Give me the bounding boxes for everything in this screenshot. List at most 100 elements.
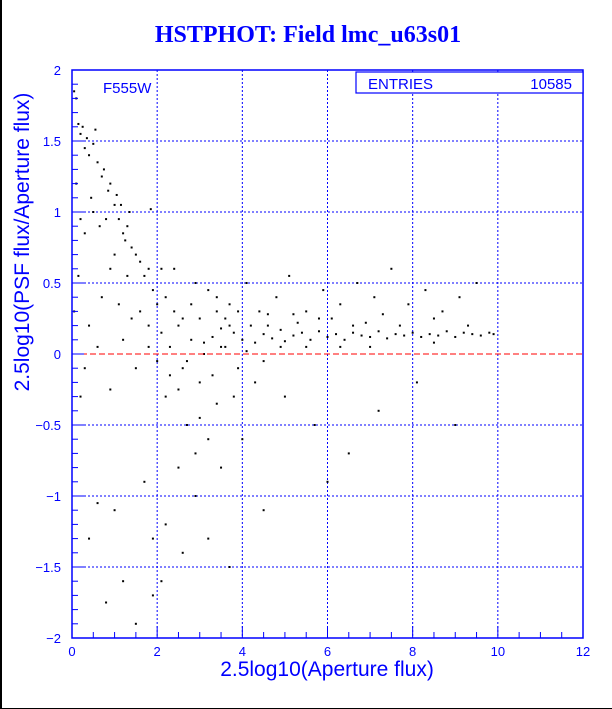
data-point [305,310,308,313]
data-point [109,388,112,391]
data-point [143,274,146,277]
data-point [96,345,99,348]
data-point [90,196,93,199]
data-point [271,337,274,340]
y-tick-label: −0.5 [35,418,61,433]
data-point [377,409,380,412]
data-point [177,466,180,469]
data-point [107,189,110,192]
data-point [147,345,150,348]
data-point [228,303,231,306]
data-point [249,324,252,327]
data-point [220,327,223,330]
data-point [143,480,146,483]
y-tick-label: 0.5 [43,276,61,291]
data-point [300,331,303,334]
data-point [126,225,129,228]
data-point [122,580,125,583]
data-point [147,324,150,327]
data-point [360,334,363,337]
data-point [128,211,131,213]
data-point [130,246,133,249]
data-point [215,310,218,313]
data-point [122,338,125,341]
data-point [369,335,372,338]
data-point [156,360,159,363]
data-point [437,334,440,337]
data-point [194,282,197,284]
data-point [224,345,227,348]
data-point [292,313,295,316]
data-point [211,374,214,377]
x-axis-label: 2.5log10(Aperture flux) [220,658,434,681]
stats-box: ENTRIES 10585 [355,71,584,94]
data-point [364,321,367,324]
data-point [445,330,448,333]
data-point [224,317,227,320]
data-point [164,395,167,398]
data-point [113,203,116,206]
data-point [113,253,116,256]
data-point [347,452,350,455]
data-point [160,267,163,270]
data-point [313,424,316,426]
x-tick-label: 12 [576,644,590,659]
data-point [492,333,495,336]
data-point [215,296,218,299]
data-point [326,480,329,483]
data-point [467,324,470,327]
data-point [317,317,320,320]
data-point [237,367,240,370]
data-point [177,324,180,327]
data-point [198,381,201,384]
data-point [317,330,320,333]
data-point [471,333,474,336]
data-point [339,303,342,306]
data-point [488,331,491,334]
data-point [151,537,154,540]
data-point [117,218,120,221]
chart-title: HSTPHOT: Field lmc_u63s01 [154,22,462,48]
data-point [134,253,137,256]
data-point [79,395,82,398]
stats-box-frame [355,71,584,94]
data-point [377,330,380,333]
data-point [96,161,99,164]
data-point [279,345,282,348]
data-point [428,333,431,336]
data-point [335,333,338,336]
data-point [151,289,154,292]
data-point [441,310,444,313]
data-point [288,274,291,277]
entries-label: ENTRIES [368,76,433,93]
data-point [130,317,133,320]
data-point [220,345,223,348]
data-point [241,438,244,441]
data-point [258,310,261,313]
y-tick-label: 1 [54,205,61,220]
data-point [117,303,120,306]
x-tick-label: 10 [491,644,505,659]
data-point [164,296,167,299]
data-point [109,182,112,185]
data-point [122,232,125,235]
data-point [330,317,333,320]
data-point [147,267,150,270]
data-point [173,310,176,313]
data-point [245,350,248,353]
data-point [194,495,197,497]
data-point [237,310,240,313]
data-point [164,523,167,526]
data-point [168,345,171,348]
data-point [139,260,142,263]
data-point [160,331,163,334]
data-point [211,335,214,338]
data-point [407,303,410,306]
data-point [292,334,295,337]
data-point [124,239,127,242]
x-tick-label: 8 [409,644,416,659]
data-point [181,551,184,554]
data-point [105,218,108,221]
data-point [326,335,329,338]
